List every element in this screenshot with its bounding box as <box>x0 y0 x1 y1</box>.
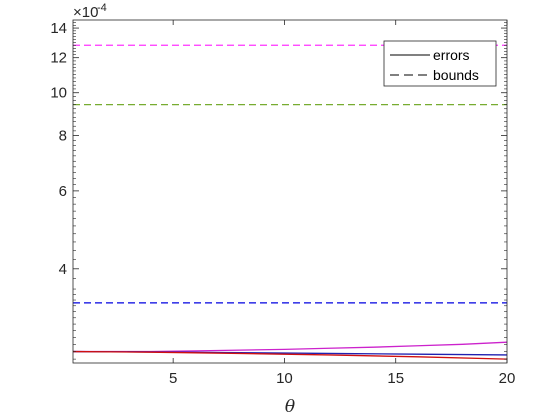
axes-box <box>72 19 508 364</box>
legend: errors bounds <box>383 40 497 87</box>
x-tick-label-3: 20 <box>499 370 516 387</box>
legend-errors-label: errors <box>433 47 470 63</box>
y-tick-label-4: 12 <box>50 50 67 67</box>
y-exponent-power: -4 <box>97 2 107 14</box>
y-tick-label-0: 4 <box>59 261 67 278</box>
x-tick-label-2: 15 <box>387 370 404 387</box>
legend-box <box>383 40 497 87</box>
y-exponent-base: ×10 <box>73 4 98 21</box>
error-line-5 <box>72 350 508 360</box>
x-axis-label: θ <box>285 397 295 417</box>
y-tick-label-2: 8 <box>59 128 67 145</box>
y-tick-label-1: 6 <box>59 183 67 200</box>
legend-bounds-label: bounds <box>433 67 479 83</box>
y-tick-label-3: 10 <box>50 85 67 102</box>
x-tick-label-1: 10 <box>276 370 293 387</box>
axes-layer: 5 10 15 20 4 6 8 10 12 14 <box>50 19 516 387</box>
series-layer <box>72 44 508 360</box>
y-tick-label-5: 14 <box>50 20 67 37</box>
x-tick-label-0: 5 <box>169 370 177 387</box>
